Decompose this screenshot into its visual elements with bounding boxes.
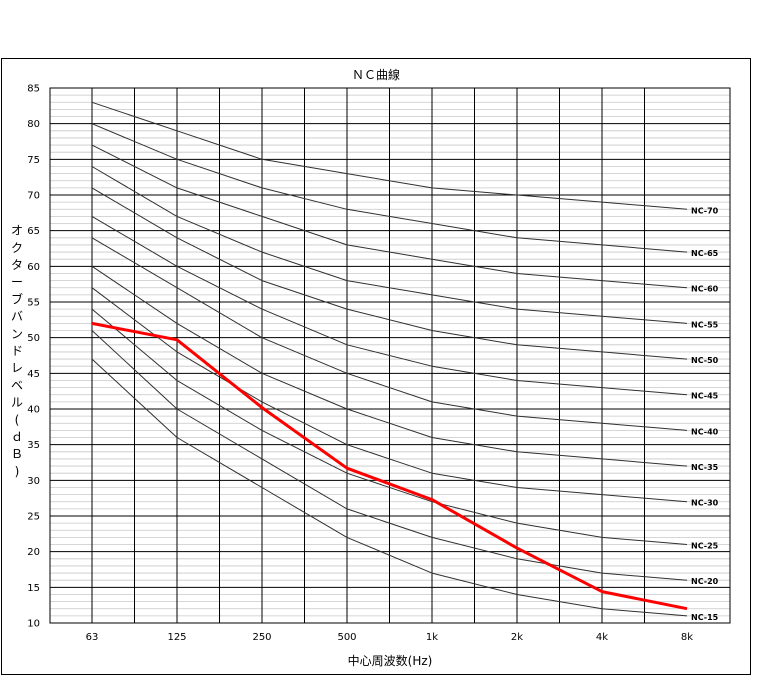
x-tick-label: 63 — [86, 632, 99, 643]
x-tick-label: 1k — [426, 632, 438, 643]
nc-series-line — [91, 123, 688, 253]
nc-series-line — [91, 101, 688, 210]
x-axis-label: 中心周波数(Hz) — [348, 653, 433, 668]
y-axis-tick-labels: 10 15 20 25 30 35 40 45 50 55 60 65 70 75 80 85 — [27, 84, 40, 630]
x-axis-tick-labels: 63 125 250 500 1k 2k 4k 8k — [86, 632, 694, 643]
x-tick-label: 4k — [596, 632, 608, 643]
y-tick-label: 25 — [27, 512, 40, 523]
y-tick-label: 50 — [27, 333, 40, 344]
chart-title: ＮＣ曲線 — [352, 67, 400, 82]
y-tick-label: 55 — [27, 298, 40, 309]
vertical-gridlines — [91, 88, 645, 623]
series-label: NC-70 — [691, 206, 719, 215]
series-label: NC-20 — [691, 577, 719, 586]
y-tick-label: 45 — [27, 369, 40, 380]
nc-series-line — [91, 187, 688, 360]
nc-series-line — [91, 166, 688, 324]
y-tick-label: 60 — [27, 262, 40, 273]
y-tick-label: 30 — [27, 476, 40, 487]
series-layer — [91, 101, 688, 617]
nc-series-line — [91, 144, 688, 289]
x-tick-label: 8k — [681, 632, 693, 643]
y-tick-label: 20 — [27, 547, 40, 558]
plot-area-border — [49, 87, 731, 624]
nc-series-line — [91, 330, 688, 581]
nc-series-line — [91, 358, 688, 617]
y-tick-label: 35 — [27, 440, 40, 451]
series-label: NC-40 — [691, 427, 719, 436]
nc-series-line — [91, 265, 688, 467]
y-tick-label: 10 — [27, 619, 40, 630]
nc-series-line — [91, 308, 688, 545]
y-tick-label: 15 — [27, 583, 40, 594]
series-label: NC-60 — [691, 285, 719, 294]
x-tick-label: 500 — [337, 632, 356, 643]
y-tick-label: 75 — [27, 155, 40, 166]
nc-series-line — [91, 215, 688, 396]
y-tick-label: 70 — [27, 191, 40, 202]
series-label: NC-45 — [691, 392, 719, 401]
series-label: NC-55 — [691, 320, 719, 329]
y-tick-label: 85 — [27, 84, 40, 95]
x-tick-label: 250 — [252, 632, 271, 643]
y-tick-label: 65 — [27, 226, 40, 237]
series-label: NC-50 — [691, 356, 719, 365]
curve-labels: NC-70 NC-65 NC-60 NC-55 NC-50 NC-45 NC-40 NC-35… — [691, 206, 719, 622]
y-tick-label: 40 — [27, 405, 40, 416]
nc-series-line — [91, 237, 688, 431]
series-label: NC-65 — [691, 249, 719, 258]
series-label: NC-25 — [691, 542, 719, 551]
nc-series-line — [91, 287, 688, 503]
series-label: NC-30 — [691, 499, 719, 508]
x-tick-label: 125 — [167, 632, 186, 643]
y-axis-label: オクターブバンドレベル(ｄＢ) — [11, 224, 23, 479]
y-tick-label: 80 — [27, 119, 40, 130]
series-label: NC-15 — [691, 613, 719, 622]
x-tick-label: 2k — [511, 632, 523, 643]
series-label: NC-35 — [691, 463, 719, 472]
measured-series-line — [91, 321, 688, 611]
